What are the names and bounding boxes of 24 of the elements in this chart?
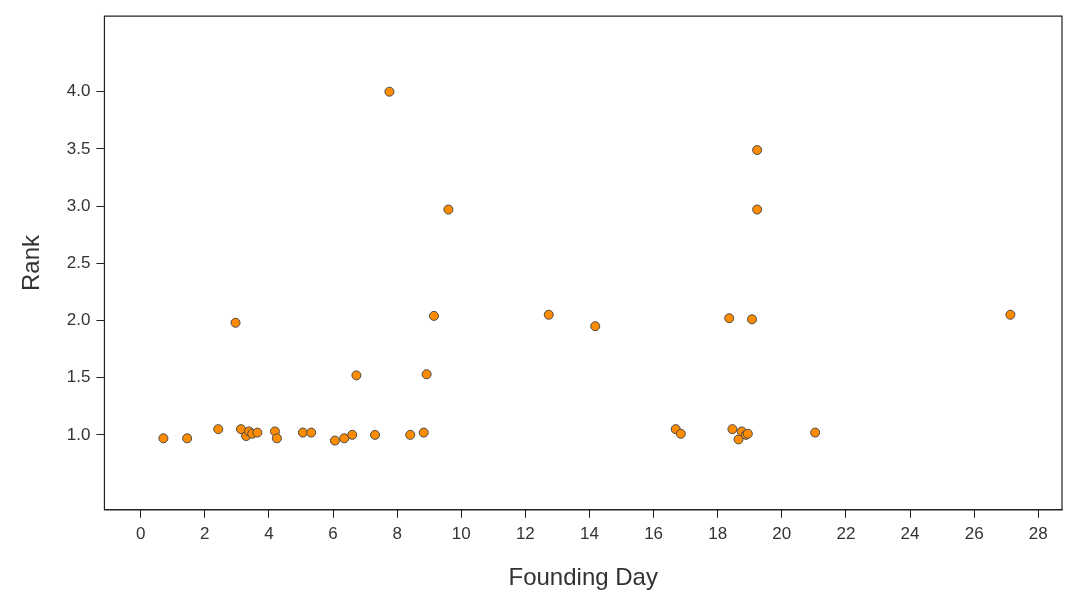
y-axis-title: Rank	[17, 233, 45, 292]
y-tick-label: 3.5	[66, 138, 91, 158]
x-axis-title: Founding Day	[508, 563, 658, 591]
x-tick-label: 4	[264, 523, 274, 543]
y-tick-label: 4.0	[66, 81, 91, 101]
x-tick-label: 16	[644, 523, 664, 543]
x-tick-label: 18	[708, 523, 728, 543]
x-tick-label: 22	[836, 523, 856, 543]
x-tick-label: 14	[580, 523, 599, 543]
y-tick-label: 2.5	[66, 252, 91, 272]
x-tick-label: 6	[328, 523, 338, 543]
y-tick-label: 1.5	[66, 367, 91, 387]
x-tick-label: 12	[515, 523, 535, 543]
x-tick-label: 20	[772, 523, 792, 543]
x-tick-label: 28	[1028, 523, 1048, 543]
x-tick-label: 8	[392, 523, 402, 543]
y-tick-label: 1.0	[66, 424, 91, 444]
x-tick-label: 0	[135, 523, 146, 543]
x-tick-label: 2	[200, 523, 210, 543]
y-tick-label: 2.0	[66, 310, 91, 330]
x-tick-label: 26	[964, 523, 984, 543]
x-tick-label: 24	[900, 523, 920, 543]
y-tick-label: 3.0	[66, 195, 91, 215]
x-tick-label: 10	[451, 523, 471, 543]
